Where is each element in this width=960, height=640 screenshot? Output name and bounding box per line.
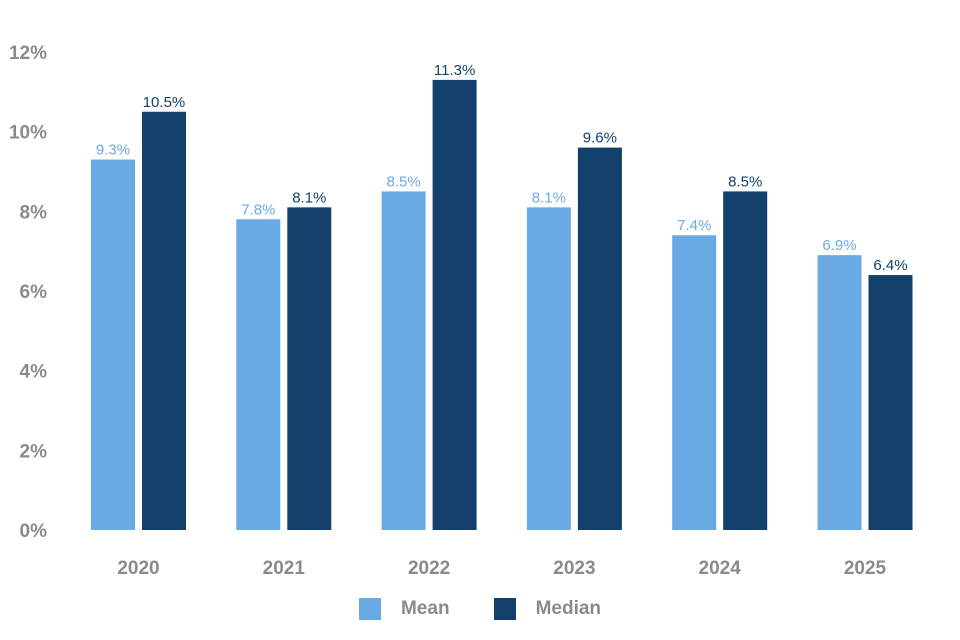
bar-median-2023 [577, 147, 622, 530]
x-tick-label: 2023 [553, 558, 595, 579]
y-tick-label: 8% [20, 202, 48, 223]
legend-label-median: Median [535, 598, 602, 619]
bar-mean-2020 [91, 159, 135, 531]
bar-median-2021 [287, 207, 332, 530]
legend-item-median: Median [493, 598, 602, 620]
bar-mean-2024 [672, 235, 717, 530]
data-label-median-2025: 6.4% [873, 257, 907, 274]
x-tick-label: 2025 [844, 558, 887, 579]
data-label-median-2023: 9.6% [583, 130, 617, 147]
bar-median-2020 [142, 111, 186, 530]
x-tick-label: 2022 [408, 558, 450, 579]
bar-mean-2022 [381, 191, 426, 530]
bar-median-2024 [723, 191, 768, 530]
data-label-median-2024: 8.5% [728, 173, 762, 190]
bar-mean-2023 [526, 207, 571, 530]
y-tick-label: 10% [9, 123, 47, 144]
data-label-mean-2020: 9.3% [96, 142, 130, 159]
data-label-mean-2021: 7.8% [241, 201, 275, 218]
bar-mean-2025 [817, 255, 862, 530]
y-tick-label: 0% [20, 521, 48, 542]
data-label-median-2022: 11.3% [434, 62, 475, 79]
data-label-mean-2023: 8.1% [532, 189, 566, 206]
x-tick-label: 2020 [117, 558, 159, 579]
legend-item-mean: Mean [358, 598, 450, 620]
data-label-median-2021: 8.1% [292, 189, 326, 206]
data-label-mean-2024: 7.4% [677, 217, 711, 234]
y-tick-label: 2% [20, 441, 48, 462]
legend-label-mean: Mean [400, 598, 450, 619]
y-tick-label: 6% [20, 282, 48, 303]
data-label-mean-2022: 8.5% [386, 173, 420, 190]
y-tick-label: 12% [9, 43, 47, 64]
data-label-mean-2025: 6.9% [822, 237, 856, 254]
legend: Mean Median [0, 598, 960, 620]
legend-swatch-mean [358, 598, 381, 620]
y-tick-label: 4% [20, 362, 48, 383]
bar-mean-2021 [236, 219, 281, 531]
legend-swatch-median [493, 598, 516, 620]
bar-median-2022 [432, 79, 477, 530]
data-label-median-2020: 10.5% [143, 94, 186, 111]
x-tick-label: 2021 [263, 558, 306, 579]
x-tick-label: 2024 [699, 558, 742, 579]
bar-median-2025 [868, 275, 913, 530]
